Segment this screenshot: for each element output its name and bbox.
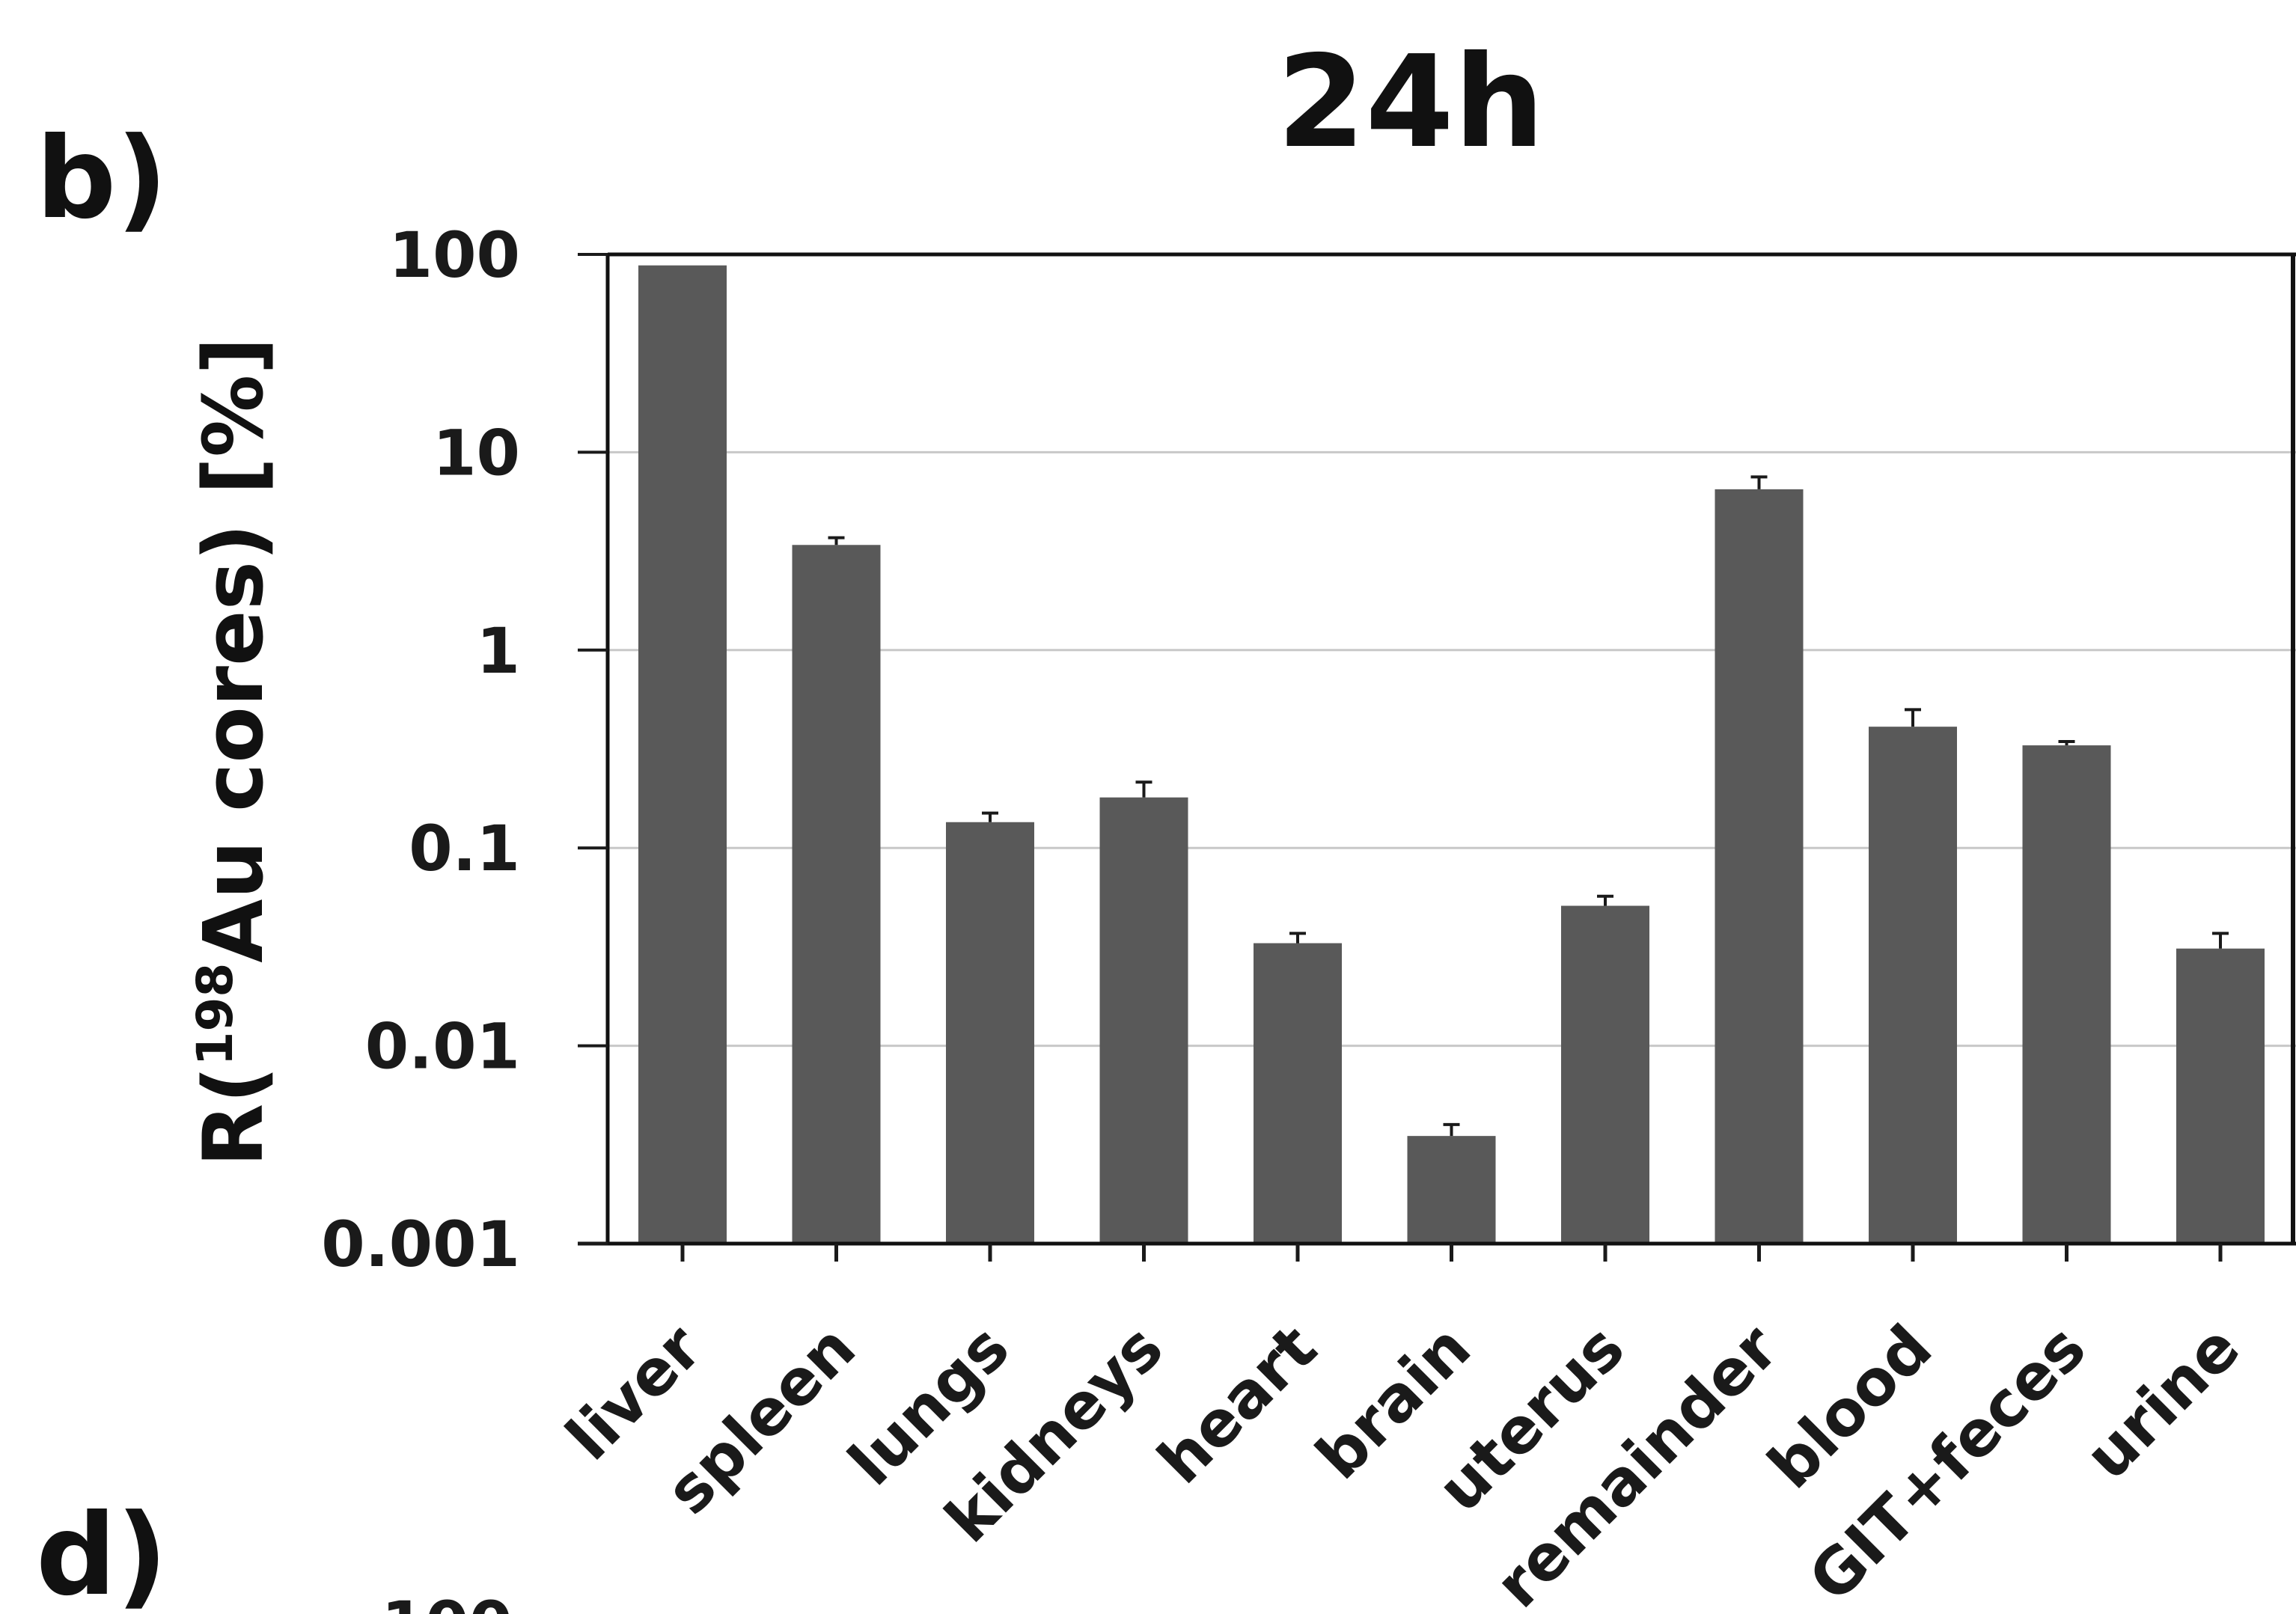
x-tick-labels: liverspleenlungskidneysheartbrainuterusr… bbox=[552, 1310, 2253, 1614]
bar-remainder bbox=[1715, 489, 1804, 1244]
error-bars bbox=[828, 475, 2229, 1137]
plot-frame bbox=[578, 252, 2296, 1246]
y-tick-label: 10 bbox=[433, 416, 520, 489]
y-tick-label: 0.1 bbox=[409, 812, 520, 885]
y-axis-label: R(198Au cores) [%] bbox=[186, 337, 281, 1167]
bars bbox=[638, 265, 2265, 1244]
x-tick-marks bbox=[680, 1244, 2223, 1262]
bar-urine bbox=[2176, 948, 2265, 1244]
y-tick-labels: 0.001 0.01 0.1 1 10 100 bbox=[321, 218, 608, 1281]
x-tick-label: urine bbox=[2071, 1311, 2253, 1494]
bar-spleen bbox=[792, 545, 881, 1244]
bar-git-feces bbox=[2022, 745, 2111, 1244]
svg-text:R(198Au cores) [%]: R(198Au cores) [%] bbox=[186, 337, 281, 1167]
gridlines bbox=[608, 450, 2296, 1048]
y-axis-label-superscript: 198 bbox=[186, 963, 244, 1066]
bar-heart bbox=[1254, 943, 1342, 1244]
y-axis-label-suffix: Au cores) [%] bbox=[186, 337, 281, 963]
bar-brain bbox=[1407, 1136, 1496, 1244]
bar-kidneys bbox=[1099, 797, 1188, 1244]
bar-lungs bbox=[946, 822, 1034, 1244]
partial-next-panel-tick: 100 bbox=[382, 1588, 513, 1614]
bar-liver bbox=[638, 265, 727, 1244]
y-tick-label: 1 bbox=[477, 614, 520, 688]
panel-label-d: d) bbox=[36, 1491, 168, 1614]
y-tick-label: 0.01 bbox=[365, 1010, 520, 1083]
y-tick-label: 0.001 bbox=[321, 1208, 520, 1281]
y-tick-label: 100 bbox=[389, 218, 520, 292]
chart-title: 24h bbox=[1277, 28, 1545, 177]
y-axis-label-prefix: R( bbox=[186, 1066, 281, 1167]
panel-label-b: b) bbox=[36, 114, 168, 244]
bar-uterus bbox=[1561, 905, 1649, 1244]
x-tick-label: heart bbox=[1144, 1311, 1331, 1498]
bar-blood bbox=[1869, 727, 1957, 1244]
